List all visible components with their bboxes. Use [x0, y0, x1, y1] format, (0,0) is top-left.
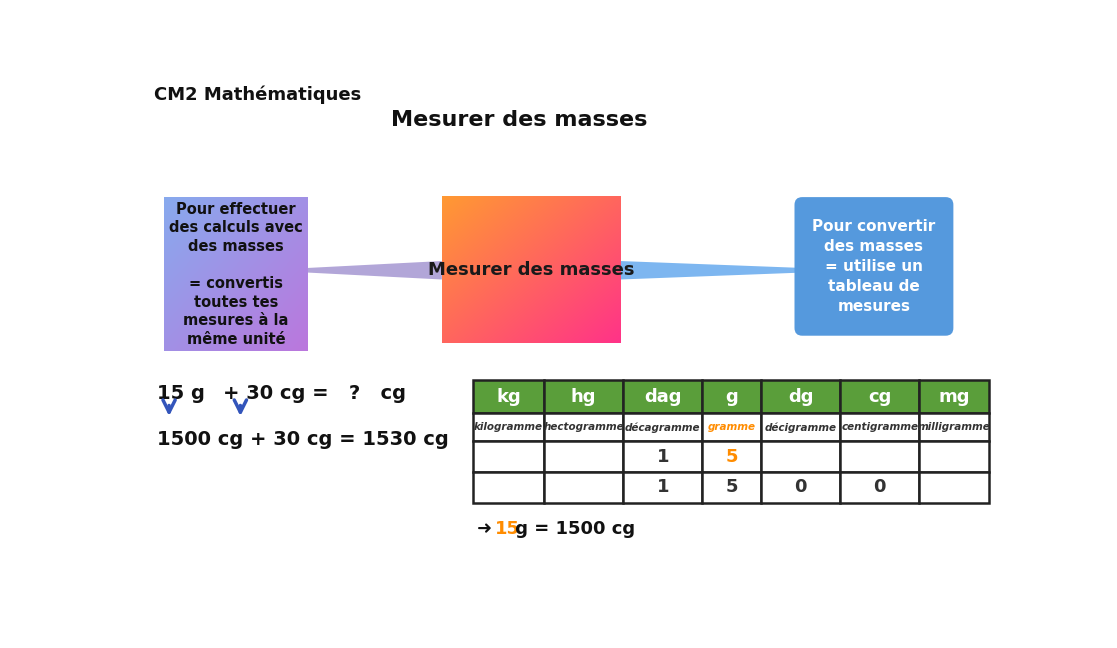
Text: CM2 Mathématiques: CM2 Mathématiques [153, 86, 361, 104]
Text: kilogramme: kilogramme [474, 422, 543, 432]
Bar [703, 441, 761, 472]
Text: 0: 0 [873, 478, 886, 496]
Text: cg: cg [868, 388, 891, 406]
Text: + 30 cg =   ?   cg: + 30 cg = ? cg [223, 384, 407, 403]
Bar [840, 413, 919, 441]
Bar [472, 441, 544, 472]
Bar [761, 472, 840, 503]
Bar [840, 441, 919, 472]
Bar [703, 380, 761, 413]
Text: 0: 0 [794, 478, 806, 496]
Bar [703, 472, 761, 503]
Polygon shape [620, 261, 802, 279]
Text: hg: hg [571, 388, 596, 406]
Text: 1500 cg + 30 cg = 1530 cg: 1500 cg + 30 cg = 1530 cg [156, 430, 448, 450]
Bar [840, 472, 919, 503]
Text: 15: 15 [495, 520, 519, 538]
Polygon shape [308, 261, 442, 279]
Text: Mesurer des masses: Mesurer des masses [428, 261, 634, 279]
Text: 1: 1 [657, 478, 669, 496]
Text: Pour effectuer
des calculs avec
des masses

= convertis
toutes tes
mesures à la
: Pour effectuer des calculs avec des mass… [170, 202, 303, 347]
Text: centigramme: centigramme [841, 422, 918, 432]
Text: g: g [725, 388, 738, 406]
Text: ➜: ➜ [477, 520, 498, 538]
Text: milligramme: milligramme [918, 422, 991, 432]
Text: dg: dg [787, 388, 813, 406]
Text: gramme: gramme [708, 422, 756, 432]
Bar [544, 472, 623, 503]
Bar [472, 472, 544, 503]
Text: kg: kg [496, 388, 521, 406]
Bar [544, 441, 623, 472]
Bar [623, 413, 703, 441]
Bar [919, 380, 989, 413]
Text: Mesurer des masses: Mesurer des masses [391, 110, 648, 130]
Text: g = 1500 cg: g = 1500 cg [508, 520, 634, 538]
Bar [623, 441, 703, 472]
Bar [544, 380, 623, 413]
Bar [623, 472, 703, 503]
Bar [840, 380, 919, 413]
Text: dag: dag [645, 388, 681, 406]
Text: mg: mg [938, 388, 970, 406]
FancyBboxPatch shape [794, 197, 954, 336]
Bar [919, 413, 989, 441]
Bar [919, 472, 989, 503]
Bar [761, 413, 840, 441]
Bar [761, 380, 840, 413]
Text: décigramme: décigramme [765, 422, 837, 433]
Text: hectogramme: hectogramme [543, 422, 624, 432]
Bar [703, 413, 761, 441]
Bar [472, 413, 544, 441]
Bar [472, 380, 544, 413]
Bar [623, 380, 703, 413]
Bar [761, 441, 840, 472]
Bar [919, 441, 989, 472]
Text: 5: 5 [725, 448, 738, 466]
Bar [544, 413, 623, 441]
Text: 5: 5 [725, 478, 738, 496]
Text: 1: 1 [657, 448, 669, 466]
Text: décagramme: décagramme [626, 422, 700, 433]
Text: Pour convertir
des masses
= utilise un
tableau de
mesures: Pour convertir des masses = utilise un t… [812, 219, 936, 314]
Text: 15 g: 15 g [156, 384, 204, 403]
